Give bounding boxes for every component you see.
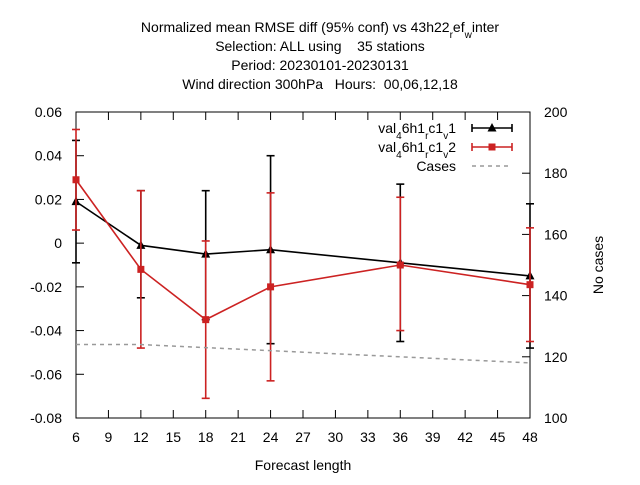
y-tick-label: 0.04 <box>35 148 62 164</box>
x-tick-label: 27 <box>295 429 311 445</box>
legend-label-3: Cases <box>416 158 456 174</box>
x-tick-label: 48 <box>522 429 538 445</box>
y-tick-label: 0.06 <box>35 104 62 120</box>
data-point-v2 <box>137 265 145 273</box>
y2-tick-label: 160 <box>544 226 568 242</box>
y-tick-label: 0.02 <box>35 191 62 207</box>
chart-title-line-2: Selection: ALL using 35 stations <box>215 38 425 54</box>
chart-title-line-4: Wind direction 300hPa Hours: 00,06,12,18 <box>182 76 458 92</box>
x-tick-label: 24 <box>263 429 279 445</box>
y-tick-label: -0.08 <box>30 410 62 426</box>
y-tick-label: -0.06 <box>30 366 62 382</box>
x-tick-label: 15 <box>165 429 181 445</box>
x-tick-label: 42 <box>457 429 473 445</box>
y2-tick-label: 140 <box>544 288 568 304</box>
y2-tick-label: 200 <box>544 104 568 120</box>
x-tick-label: 39 <box>425 429 441 445</box>
legend-marker-1 <box>487 123 497 132</box>
y-tick-label: -0.04 <box>30 323 62 339</box>
chart-title-line-1: Normalized mean RMSE diff (95% conf) vs … <box>141 19 499 41</box>
x-tick-label: 33 <box>360 429 376 445</box>
data-point-v2 <box>396 261 404 269</box>
series-line-1 <box>75 200 531 277</box>
x-tick-label: 12 <box>133 429 149 445</box>
x-tick-label: 18 <box>198 429 214 445</box>
x-tick-label: 21 <box>230 429 246 445</box>
x-tick-label: 45 <box>490 429 506 445</box>
data-point-v2 <box>202 316 210 324</box>
y-tick-label: -0.02 <box>30 279 62 295</box>
y2-tick-label: 100 <box>544 410 568 426</box>
x-tick-label: 9 <box>105 429 113 445</box>
series-line-3 <box>76 343 531 364</box>
x-axis-label: Forecast length <box>255 457 352 473</box>
data-point-v2 <box>72 176 80 184</box>
legend-label-2: val46h1rc1v2 <box>378 139 456 161</box>
y2-tick-label: 120 <box>544 349 568 365</box>
legend-marker-2 <box>488 143 496 151</box>
data-point-v2 <box>267 283 275 291</box>
y2-tick-label: 180 <box>544 165 568 181</box>
series-line-2 <box>75 179 531 321</box>
x-tick-label: 6 <box>72 429 80 445</box>
chart-title-line-3: Period: 20230101-20230131 <box>231 57 409 73</box>
legend-label-1: val46h1rc1v1 <box>378 120 456 142</box>
x-tick-label: 36 <box>392 429 408 445</box>
y2-axis-label: No cases <box>590 236 606 294</box>
data-point-v2 <box>526 281 534 289</box>
x-tick-label: 30 <box>328 429 344 445</box>
y-tick-label: 0 <box>54 235 62 251</box>
plot-frame <box>75 111 531 419</box>
